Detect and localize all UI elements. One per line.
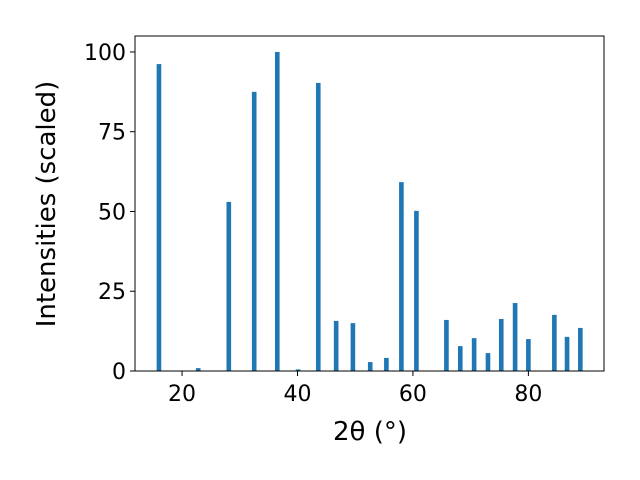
bar [367,362,373,371]
x-axis-label: 2θ (°) [333,417,407,447]
bar [315,82,321,372]
bar [295,369,301,371]
bar [526,339,531,371]
bar [485,353,491,371]
x-tick-label: 80 [514,382,542,407]
bar [564,336,570,371]
x-tick-label: 20 [168,382,196,407]
bar [195,368,201,371]
y-tick-label: 0 [112,360,126,385]
bar [457,346,463,371]
x-tick-label: 60 [399,382,427,407]
bar [444,319,449,371]
bar [512,303,518,371]
bar [333,320,339,371]
y-axis-label: Intensities (scaled) [32,81,62,328]
bar [384,357,389,371]
y-tick-label: 25 [98,280,126,305]
bar [552,314,557,371]
bar [251,91,257,371]
x-tick-label: 40 [283,382,311,407]
y-tick-label: 50 [98,200,126,225]
bar [156,64,162,372]
plot-frame [134,35,605,372]
bar [578,327,583,371]
bar [350,323,356,371]
bar [471,338,477,371]
bar [274,51,280,371]
bar [226,201,232,371]
bar [399,182,404,371]
bar [498,318,504,371]
bar [414,210,419,371]
y-tick-label: 75 [98,121,126,146]
y-tick-label: 100 [84,41,126,66]
